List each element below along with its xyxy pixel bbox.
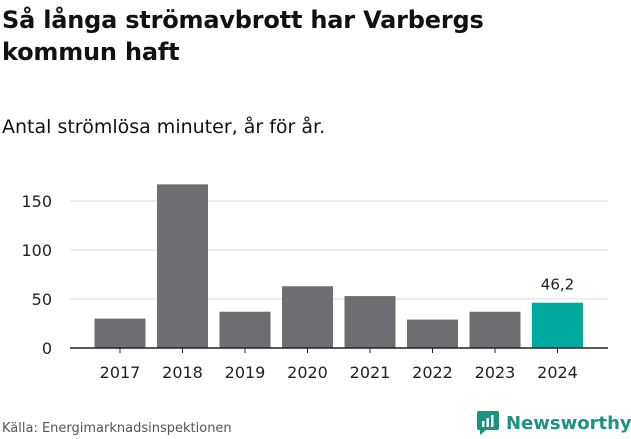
x-tick-label: 2019 <box>225 363 266 382</box>
y-tick-label: 0 <box>42 339 52 358</box>
x-tick-label: 2018 <box>162 363 203 382</box>
source-note: Källa: Energimarknadsinspektionen <box>2 421 232 436</box>
bar-2020 <box>282 286 333 348</box>
bar-2024 <box>532 302 583 348</box>
y-tick-label: 150 <box>21 192 52 211</box>
x-tick-label: 2021 <box>350 363 391 382</box>
x-tick-label: 2022 <box>412 363 453 382</box>
y-tick-label: 50 <box>32 290 52 309</box>
bar-2022 <box>407 319 458 348</box>
x-tick-label: 2024 <box>537 363 578 382</box>
x-tick-label: 2020 <box>287 363 328 382</box>
bar-2017 <box>94 318 146 348</box>
newsworthy-logo-icon <box>477 411 499 435</box>
chart-subtitle: Antal strömlösa minuter, år för år. <box>2 116 326 138</box>
chart-title: Så långa strömavbrott har Varbergs kommu… <box>2 6 484 66</box>
bar-2023 <box>469 311 521 348</box>
newsworthy-brand: Newsworthy <box>476 408 631 438</box>
bar-2019 <box>219 311 271 348</box>
y-tick-label: 100 <box>21 241 52 260</box>
brand-name: Newsworthy <box>506 412 631 434</box>
x-tick-label: 2023 <box>475 363 516 382</box>
bar-2018 <box>157 184 208 348</box>
data-label: 46,2 <box>541 276 574 294</box>
x-tick-label: 2017 <box>100 363 141 382</box>
bar-2021 <box>344 296 396 348</box>
